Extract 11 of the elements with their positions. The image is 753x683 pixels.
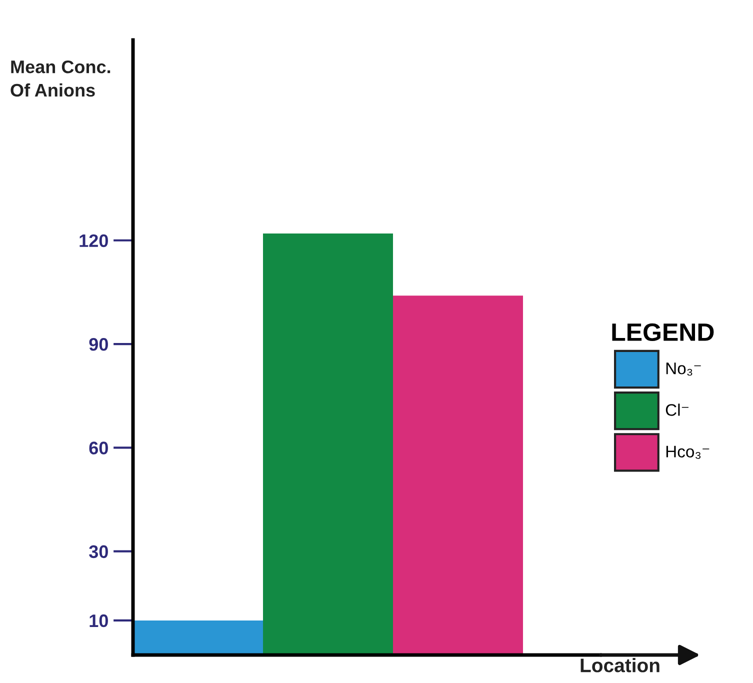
y-tick-label: 90 [89, 338, 108, 351]
y-axis-title: Mean Conc. Of Anions [10, 60, 110, 97]
y-tick-label: 60 [89, 442, 108, 454]
legend-label: Cl⁻ [666, 404, 688, 416]
legend-title: LEGEND [612, 323, 714, 342]
y-tick-label: 10 [90, 614, 108, 628]
legend-label: No₃⁻ [666, 362, 701, 376]
y-tick-label: 30 [89, 545, 108, 558]
legend-label: Hco₃⁻ [666, 446, 710, 459]
x-axis-title: Location [580, 658, 660, 672]
y-tick-label: 120 [80, 234, 108, 248]
